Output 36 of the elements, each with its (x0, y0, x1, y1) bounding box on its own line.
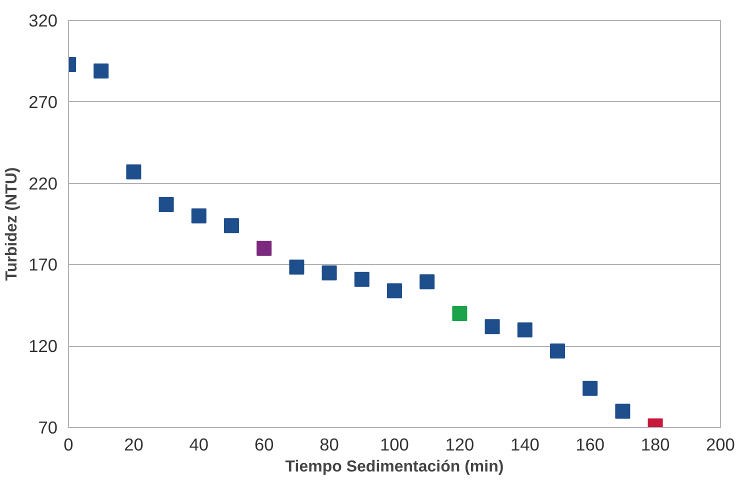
y-tick-label: 120 (28, 336, 58, 356)
point (354, 272, 370, 287)
x-axis-title: Tiempo Sedimentación (min) (285, 458, 504, 476)
y-tick-label: 70 (38, 418, 58, 438)
point (387, 283, 402, 298)
point (289, 260, 304, 275)
point (517, 322, 532, 338)
point (158, 196, 174, 212)
y-tick-label: 220 (28, 173, 58, 194)
point (94, 63, 109, 78)
x-tick-label: 140 (510, 434, 540, 454)
x-tick-label: 60 (254, 434, 274, 454)
point (452, 306, 468, 322)
x-tick-label: 200 (706, 434, 735, 454)
point (615, 404, 630, 419)
point (550, 343, 565, 358)
y-tick-label: 320 (28, 10, 58, 30)
x-tick-label: 40 (189, 434, 209, 454)
y-tick-label: 270 (28, 92, 58, 112)
point (256, 240, 272, 256)
x-tick-label: 180 (640, 434, 670, 454)
point (420, 274, 435, 290)
point (582, 380, 598, 396)
x-tick-label: 80 (320, 434, 339, 454)
x-tick-label: 0 (64, 434, 74, 454)
x-tick-label: 120 (445, 434, 474, 454)
y-tick-label: 170 (28, 254, 58, 275)
point (322, 265, 337, 280)
x-tick-label: 160 (576, 434, 605, 454)
point (224, 218, 239, 234)
y-axis-title: Turbidez (NTU) (4, 167, 21, 281)
point (484, 319, 500, 334)
x-tick-label: 20 (124, 434, 144, 454)
x-tick-label: 100 (380, 434, 409, 454)
point (191, 208, 206, 224)
point (126, 164, 142, 180)
